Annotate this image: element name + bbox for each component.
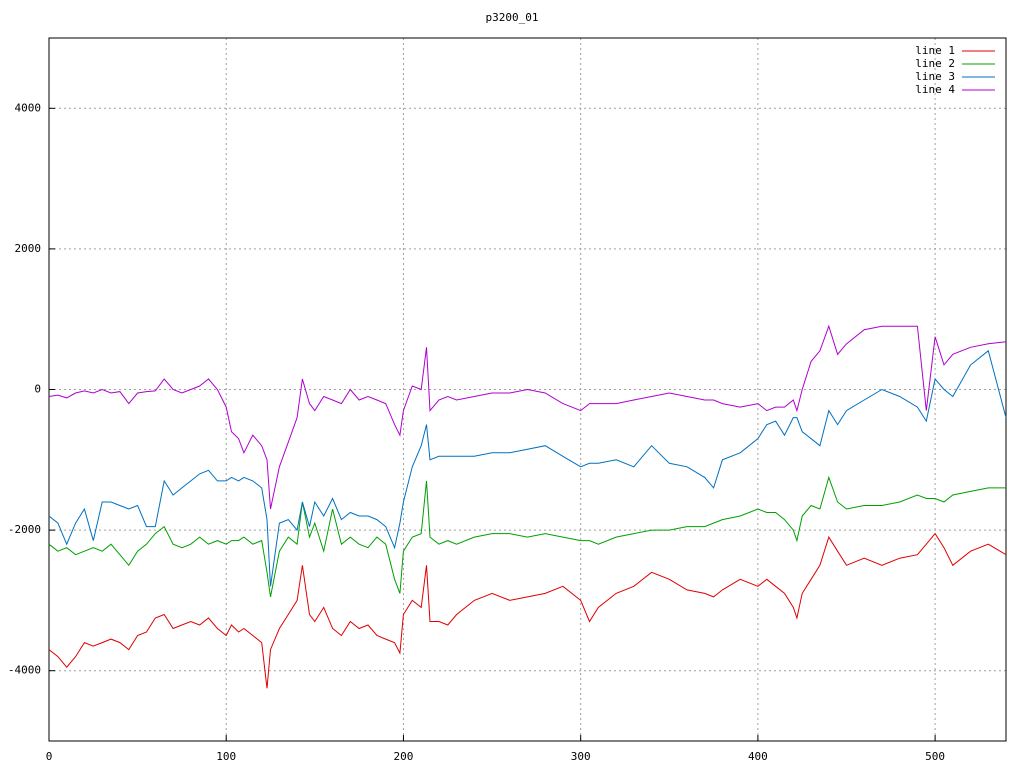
y-tick-label: -2000	[8, 523, 41, 536]
x-tick-label: 0	[46, 750, 53, 763]
plot-frame	[48, 37, 1007, 742]
x-tick-label: 200	[394, 750, 414, 763]
data-line	[48, 324, 1007, 510]
legend-label: line 4	[915, 83, 955, 96]
y-tick-label: 2000	[15, 242, 42, 255]
data-line	[48, 349, 1007, 587]
y-tick-label: -4000	[8, 664, 41, 677]
x-tick-label: 300	[571, 750, 591, 763]
x-tick-label: 400	[748, 750, 768, 763]
y-tick-label: 0	[34, 383, 41, 396]
legend-label: line 1	[915, 44, 955, 57]
chart-title: p3200_01	[486, 11, 539, 24]
x-tick-label: 500	[925, 750, 945, 763]
x-tick-label: 100	[216, 750, 236, 763]
y-tick-label: 4000	[15, 101, 42, 114]
legend-label: line 2	[915, 57, 955, 70]
legend-label: line 3	[915, 70, 955, 83]
data-line	[48, 532, 1007, 689]
data-line	[48, 475, 1006, 597]
